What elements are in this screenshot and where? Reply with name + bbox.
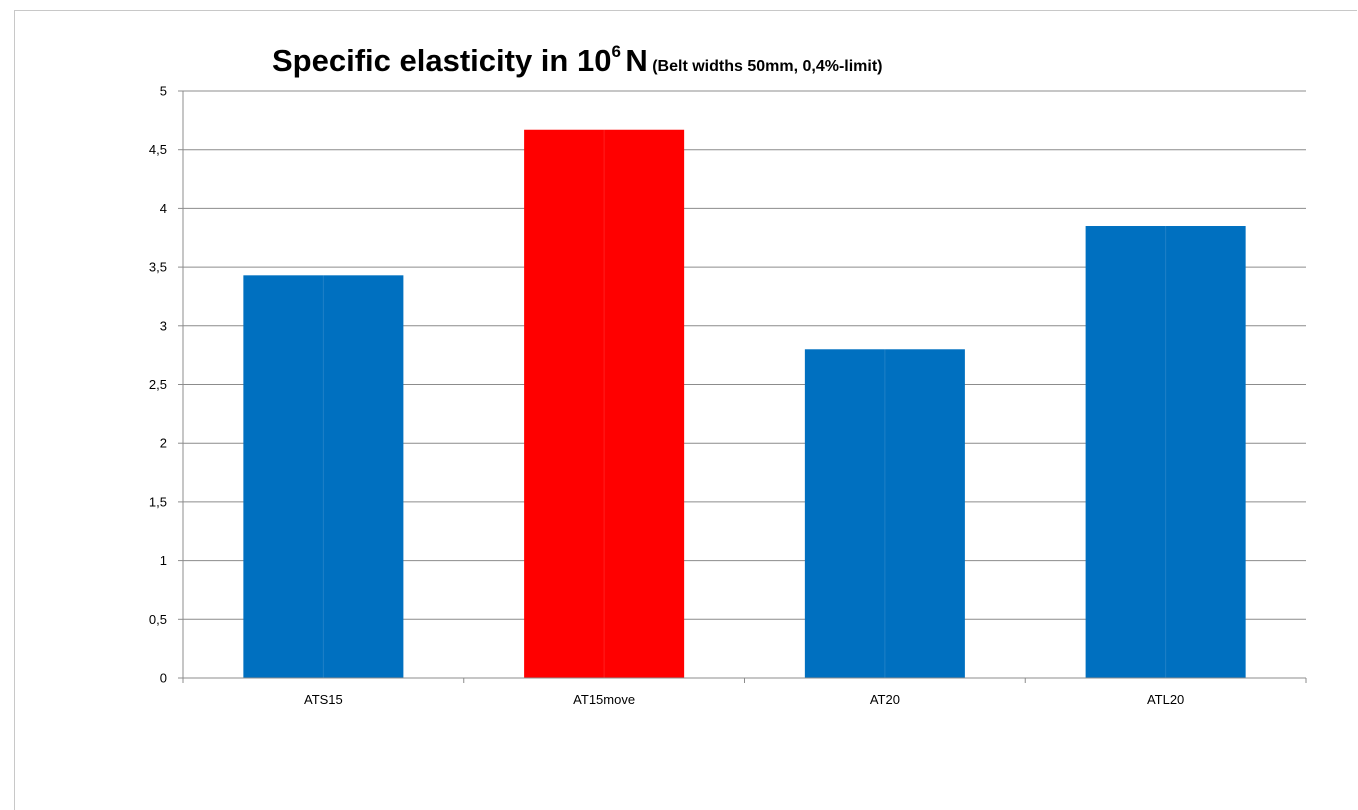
y-tick-label: 1,5 (149, 494, 167, 509)
bar-ats15 (243, 275, 404, 678)
y-tick-label: 4,5 (149, 142, 167, 157)
chart-title-main: Specific elasticity in 10 (272, 43, 612, 78)
y-tick-label: 2,5 (149, 377, 167, 392)
bars (243, 129, 1246, 678)
chart-frame (14, 10, 1357, 810)
y-tick-label: 1 (160, 553, 167, 568)
chart-title-superscript: 6 (611, 42, 621, 61)
chart-title: Specific elasticity in 106 N (Belt width… (272, 42, 882, 79)
x-tick-label: ATL20 (1147, 692, 1184, 707)
bar-atl20 (1085, 226, 1246, 678)
y-tick-label: 3 (160, 318, 167, 333)
bar-at20 (804, 349, 965, 678)
y-tick-label: 0,5 (149, 612, 167, 627)
axes (178, 90, 1307, 683)
x-tick-label: AT20 (870, 692, 900, 707)
chart-title-unit: N (625, 43, 648, 78)
bar-at15move (524, 129, 685, 678)
y-tick-label: 0 (160, 671, 167, 686)
y-tick-label: 4 (160, 201, 167, 216)
y-tick-label: 5 (160, 84, 167, 99)
chart-subtitle: (Belt widths 50mm, 0,4%-limit) (652, 58, 883, 75)
x-tick-labels: ATS15 AT15move AT20 ATL20 (304, 692, 1184, 707)
y-tick-labels: 0 0,5 1 1,5 2 2,5 3 3,5 4 4,5 5 (149, 84, 167, 686)
y-tick-label: 2 (160, 436, 167, 451)
y-tick-label: 3,5 (149, 260, 167, 275)
x-tick-label: AT15move (573, 692, 635, 707)
x-tick-label: ATS15 (304, 692, 343, 707)
